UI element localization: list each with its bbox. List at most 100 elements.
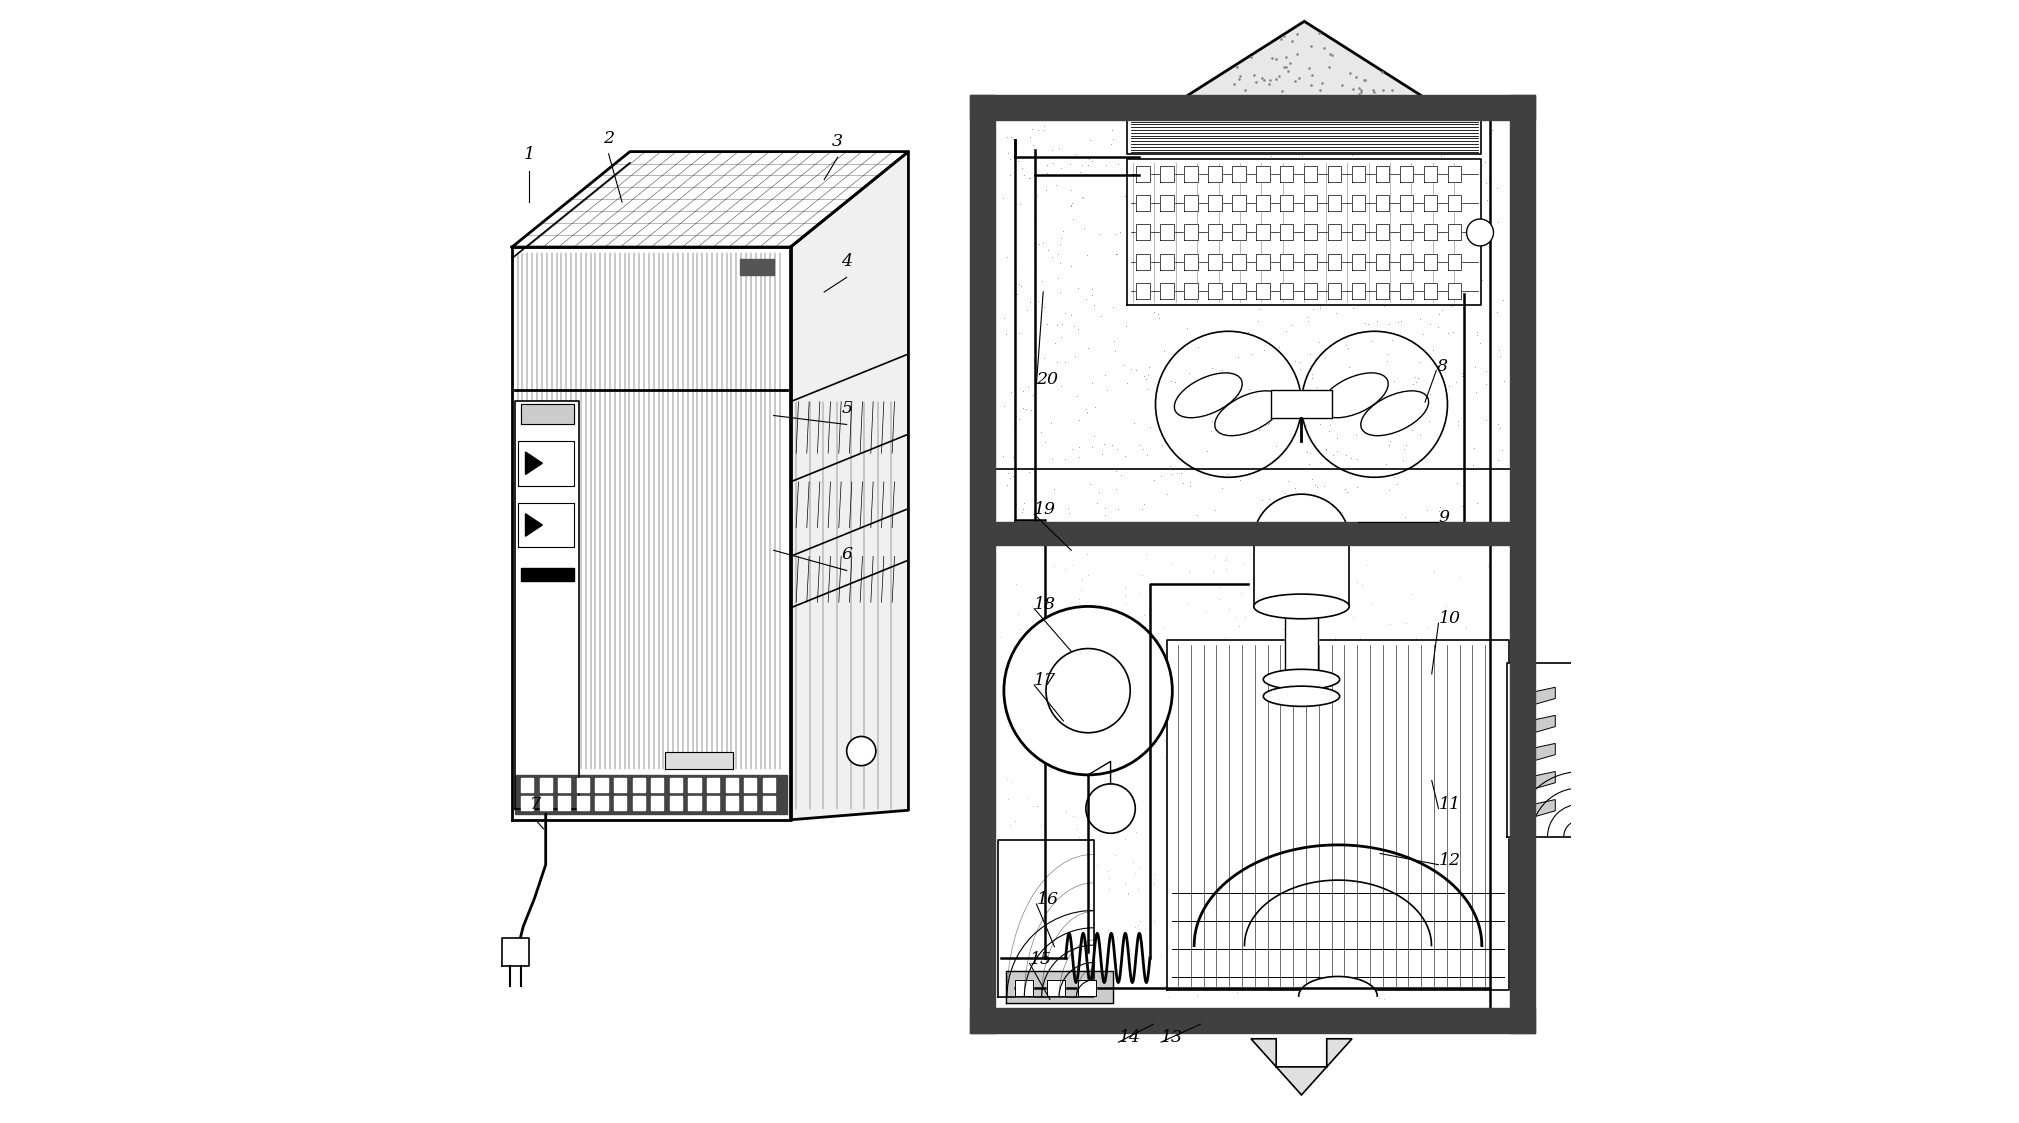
Polygon shape — [971, 95, 995, 1033]
Polygon shape — [1280, 254, 1294, 270]
Polygon shape — [525, 451, 543, 474]
Polygon shape — [745, 778, 757, 792]
Polygon shape — [1514, 264, 1532, 320]
Polygon shape — [515, 402, 579, 809]
Polygon shape — [1185, 225, 1197, 240]
Polygon shape — [763, 778, 775, 792]
Polygon shape — [763, 796, 775, 810]
Polygon shape — [1524, 800, 1555, 820]
Polygon shape — [1185, 166, 1197, 182]
Circle shape — [846, 737, 876, 766]
Polygon shape — [1185, 195, 1197, 211]
Polygon shape — [521, 568, 573, 582]
Polygon shape — [1423, 195, 1438, 211]
Polygon shape — [1401, 225, 1413, 240]
Polygon shape — [614, 796, 626, 810]
Polygon shape — [1232, 254, 1246, 270]
Polygon shape — [745, 796, 757, 810]
Polygon shape — [1329, 166, 1341, 182]
Text: 11: 11 — [1438, 795, 1460, 813]
Polygon shape — [1298, 977, 1377, 996]
Polygon shape — [557, 778, 569, 792]
Polygon shape — [1524, 743, 1555, 764]
Polygon shape — [973, 348, 991, 404]
Polygon shape — [995, 522, 1510, 545]
Polygon shape — [1524, 715, 1555, 736]
Circle shape — [1466, 219, 1494, 246]
Text: 10: 10 — [1438, 610, 1460, 628]
Ellipse shape — [1254, 594, 1349, 619]
Polygon shape — [652, 796, 664, 810]
Polygon shape — [688, 778, 701, 792]
Text: 19: 19 — [1034, 501, 1056, 519]
Text: 18: 18 — [1034, 595, 1056, 613]
Polygon shape — [521, 778, 533, 792]
Polygon shape — [1514, 354, 1532, 410]
Text: 16: 16 — [1036, 891, 1058, 909]
Polygon shape — [521, 796, 533, 810]
Text: 20: 20 — [1036, 371, 1058, 389]
Polygon shape — [1252, 1039, 1353, 1095]
Ellipse shape — [1264, 686, 1341, 706]
Polygon shape — [1185, 283, 1197, 299]
Polygon shape — [1353, 166, 1365, 182]
Polygon shape — [1353, 195, 1365, 211]
Text: 15: 15 — [1030, 950, 1052, 968]
Polygon shape — [1232, 283, 1246, 299]
Polygon shape — [1284, 618, 1318, 679]
Polygon shape — [1448, 166, 1462, 182]
Polygon shape — [1353, 254, 1365, 270]
Polygon shape — [1423, 225, 1438, 240]
Polygon shape — [1304, 195, 1318, 211]
Ellipse shape — [1361, 391, 1429, 436]
Polygon shape — [1161, 283, 1173, 299]
Ellipse shape — [1264, 669, 1341, 690]
Polygon shape — [997, 840, 1094, 997]
Polygon shape — [1254, 539, 1349, 606]
Polygon shape — [1167, 640, 1510, 990]
Polygon shape — [557, 796, 569, 810]
Polygon shape — [517, 440, 573, 485]
Polygon shape — [1256, 166, 1270, 182]
Polygon shape — [632, 778, 644, 792]
Text: 9: 9 — [1438, 509, 1450, 527]
Text: 4: 4 — [842, 253, 852, 271]
Polygon shape — [1016, 980, 1034, 996]
Polygon shape — [577, 778, 590, 792]
Text: 6: 6 — [842, 546, 852, 564]
Polygon shape — [1161, 225, 1173, 240]
Polygon shape — [1377, 225, 1389, 240]
Polygon shape — [1161, 254, 1173, 270]
Polygon shape — [1401, 254, 1413, 270]
Polygon shape — [1137, 283, 1149, 299]
Circle shape — [1046, 648, 1131, 733]
Polygon shape — [725, 778, 737, 792]
Polygon shape — [1256, 195, 1270, 211]
Text: 5: 5 — [842, 400, 852, 418]
Polygon shape — [1161, 195, 1173, 211]
Polygon shape — [1254, 494, 1349, 539]
Polygon shape — [1448, 283, 1462, 299]
Polygon shape — [1304, 254, 1318, 270]
Polygon shape — [1232, 166, 1246, 182]
Polygon shape — [707, 778, 719, 792]
Polygon shape — [1232, 195, 1246, 211]
Text: 7: 7 — [531, 795, 541, 813]
Polygon shape — [1377, 166, 1389, 182]
Polygon shape — [632, 796, 644, 810]
Polygon shape — [1232, 225, 1246, 240]
Polygon shape — [1524, 687, 1555, 707]
Text: 17: 17 — [1034, 672, 1056, 690]
Polygon shape — [1256, 225, 1270, 240]
Polygon shape — [725, 796, 737, 810]
Polygon shape — [503, 938, 529, 966]
Polygon shape — [995, 120, 1510, 1008]
Polygon shape — [1280, 166, 1294, 182]
Polygon shape — [1506, 663, 1581, 837]
Polygon shape — [1078, 980, 1096, 996]
Polygon shape — [1423, 166, 1438, 182]
Polygon shape — [741, 259, 773, 275]
Polygon shape — [1423, 283, 1438, 299]
Polygon shape — [1280, 225, 1294, 240]
Polygon shape — [1137, 166, 1149, 182]
